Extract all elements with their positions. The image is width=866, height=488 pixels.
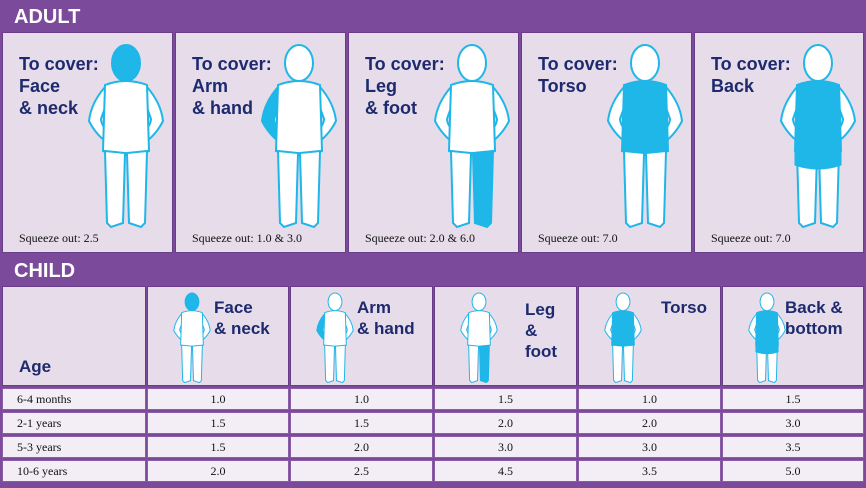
adult-cell-torso: To cover: Torso Squeeze out: 7.0 — [521, 32, 692, 253]
child-figure-icon — [604, 292, 642, 384]
adult-title-line1: To cover: — [538, 54, 618, 74]
adult-title-line3: & hand — [192, 98, 253, 118]
child-figure-icon — [316, 292, 354, 384]
squeeze-out-label: Squeeze out: 7.0 — [538, 231, 618, 245]
dosage-value-cell: 1.0 — [290, 388, 433, 410]
adult-title-line3: & neck — [19, 98, 79, 118]
adult-title-line2: Face — [19, 76, 61, 96]
dosage-value-cell: 1.5 — [722, 388, 864, 410]
child-col-line1: Face — [214, 298, 253, 317]
adult-title-line2: Arm — [192, 76, 229, 96]
adult-figure-icon — [433, 44, 511, 229]
child-col-arm-hand: Arm & hand — [290, 286, 433, 386]
dosage-value-cell: 3.5 — [578, 460, 721, 482]
adult-title-line1: To cover: — [711, 54, 791, 74]
adult-figure-icon — [87, 44, 165, 229]
child-figure-icon — [748, 292, 786, 384]
adult-cell-back: To cover: Back Squeeze out: 7.0 — [694, 32, 864, 253]
dosage-value-cell: 2.0 — [578, 412, 721, 434]
adult-title-line2: Back — [711, 76, 755, 96]
child-figure-icon — [173, 292, 211, 384]
dosage-value-cell: 1.5 — [147, 436, 289, 458]
child-col-line1: Leg — [525, 300, 556, 319]
dosage-value-cell: 3.0 — [578, 436, 721, 458]
dosage-value-cell: 5.0 — [722, 460, 864, 482]
dosage-value-cell: 3.0 — [434, 436, 577, 458]
dosage-value-cell: 2.0 — [290, 436, 433, 458]
age-row-label: 5-3 years — [2, 436, 146, 458]
dosage-value-cell: 2.5 — [290, 460, 433, 482]
dosage-value-cell: 1.0 — [147, 388, 289, 410]
child-col-line2: bottom — [785, 319, 843, 338]
child-col-line2: & neck — [214, 319, 270, 338]
adult-cell-arm-hand: To cover: Arm & hand Squeeze out: 1.0 & … — [175, 32, 346, 253]
adult-cell-leg-foot: To cover: Leg & foot Squeeze out: 2.0 & … — [348, 32, 519, 253]
dosage-value-cell: 2.0 — [434, 412, 577, 434]
squeeze-out-label: Squeeze out: 7.0 — [711, 231, 791, 245]
dosage-value-cell: 1.5 — [434, 388, 577, 410]
dosage-value-cell: 3.5 — [722, 436, 864, 458]
child-col-line1: Back & — [785, 298, 843, 317]
child-col-back-bottom: Back & bottom — [722, 286, 864, 386]
dosage-value-cell: 1.0 — [578, 388, 721, 410]
dosage-value-cell: 1.5 — [290, 412, 433, 434]
child-col-line1: Arm — [357, 298, 392, 317]
child-col-line2: & — [525, 321, 538, 340]
adult-title-line2: Leg — [365, 76, 398, 96]
adult-figure-icon — [260, 44, 338, 229]
child-section-header: CHILD — [14, 260, 76, 282]
age-header-cell: Age — [2, 286, 146, 386]
child-col-leg-foot: Leg & foot — [434, 286, 577, 386]
adult-figure-icon — [606, 44, 684, 229]
child-col-line3: foot — [525, 342, 558, 361]
squeeze-out-label: Squeeze out: 2.5 — [19, 231, 99, 245]
adult-title-line3: & foot — [365, 98, 417, 118]
dosage-value-cell: 4.5 — [434, 460, 577, 482]
child-col-face-neck: Face & neck — [147, 286, 289, 386]
child-col-line1: Torso — [661, 298, 707, 317]
adult-title-line1: To cover: — [19, 54, 99, 74]
adult-title-line1: To cover: — [365, 54, 445, 74]
dosage-value-cell: 3.0 — [722, 412, 864, 434]
age-row-label: 2-1 years — [2, 412, 146, 434]
dosage-value-cell: 2.0 — [147, 460, 289, 482]
squeeze-out-label: Squeeze out: 1.0 & 3.0 — [192, 231, 302, 245]
child-col-line2: & hand — [357, 319, 415, 338]
age-row-label: 6-4 months — [2, 388, 146, 410]
child-figure-icon — [460, 292, 498, 384]
adult-figure-icon — [779, 44, 857, 229]
age-header: Age — [19, 357, 52, 376]
adult-cell-face-neck: To cover: Face & neck Squeeze out: 2.5 — [2, 32, 173, 253]
adult-section-header: ADULT — [14, 6, 81, 28]
child-col-torso: Torso — [578, 286, 721, 386]
adult-title-line2: Torso — [538, 76, 587, 96]
dosage-value-cell: 1.5 — [147, 412, 289, 434]
age-row-label: 10-6 years — [2, 460, 146, 482]
squeeze-out-label: Squeeze out: 2.0 & 6.0 — [365, 231, 475, 245]
adult-title-line1: To cover: — [192, 54, 272, 74]
